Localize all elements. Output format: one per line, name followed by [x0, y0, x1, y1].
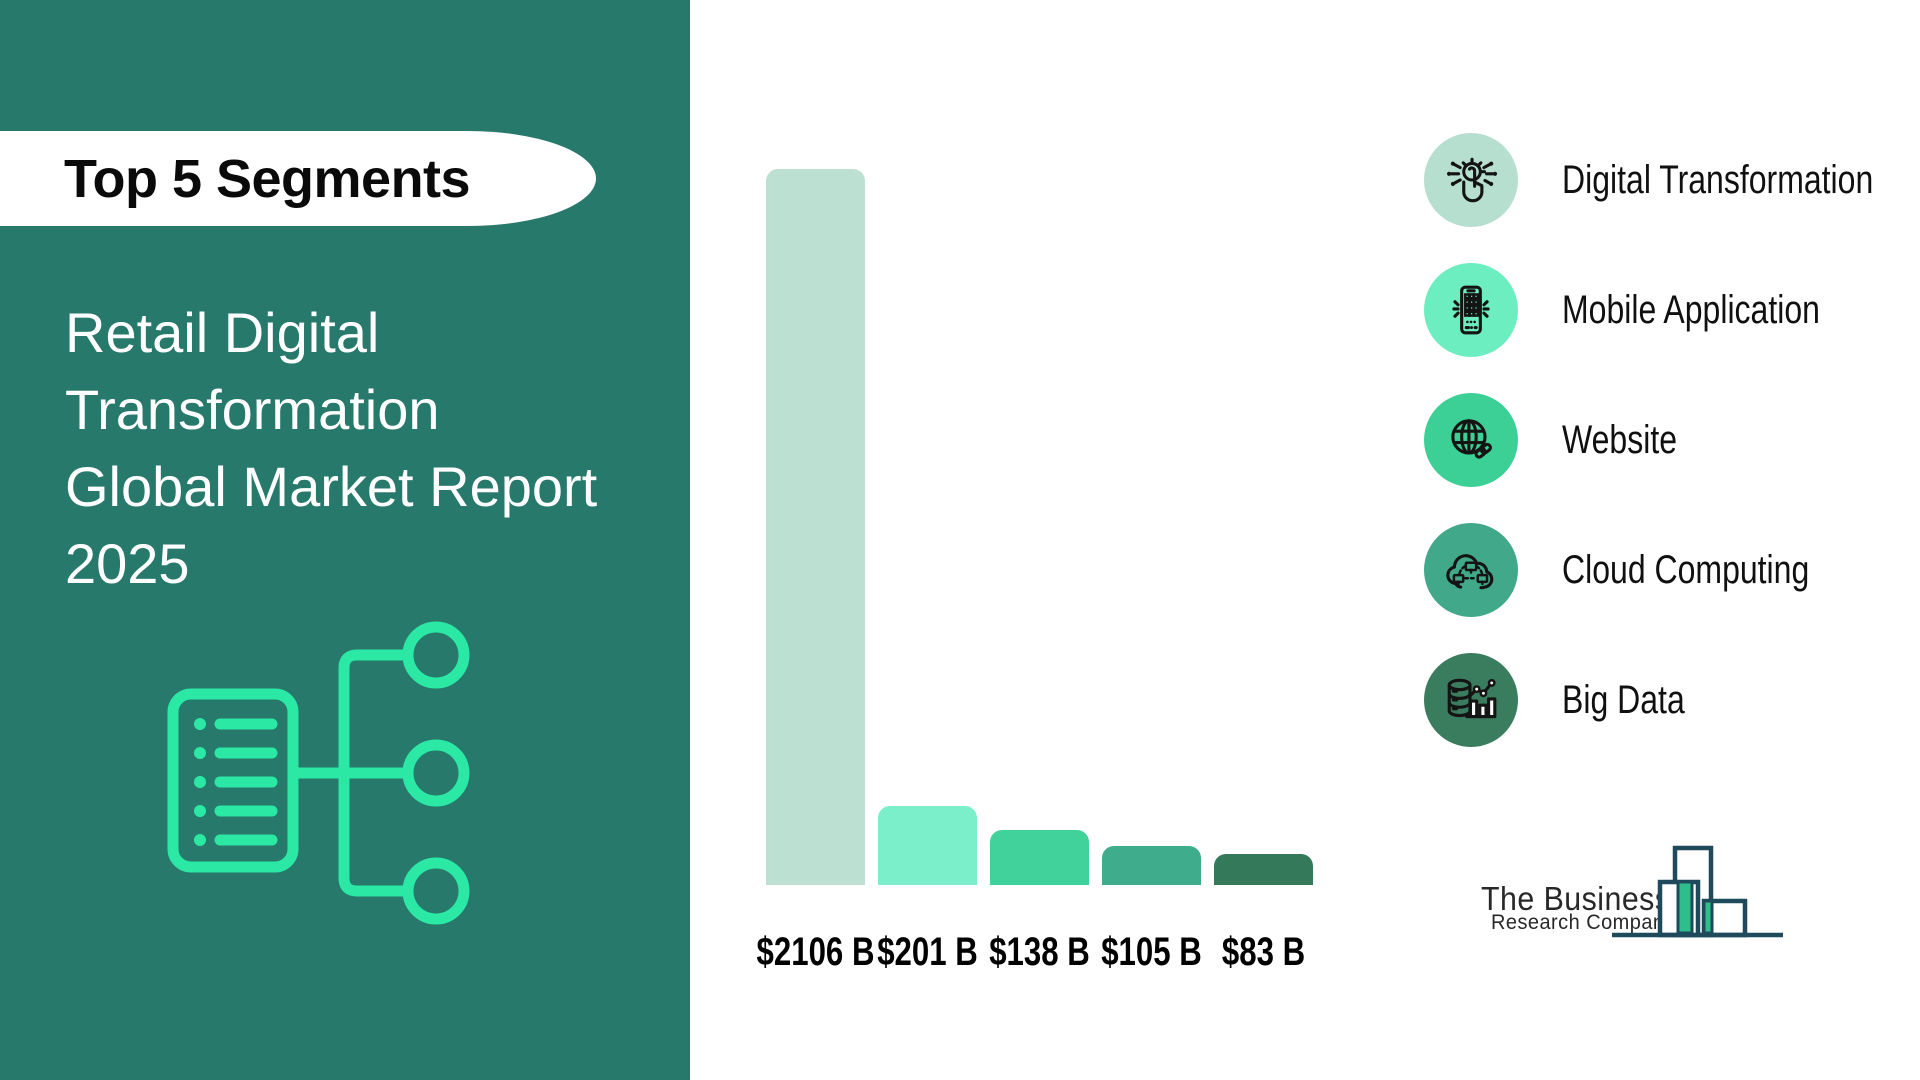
legend-circle	[1424, 263, 1518, 357]
legend-item-digital-transformation: Digital Transformation	[1424, 133, 1920, 227]
legend-item-big-data: Big Data	[1424, 653, 1715, 747]
digital-transformation-icon	[1446, 157, 1498, 203]
brand-skyline-icon	[1612, 845, 1783, 938]
bar-value-label: $138 B	[989, 930, 1090, 974]
badge-label: Top 5 Segments	[64, 148, 471, 209]
bar-website	[990, 830, 1089, 885]
bar-value-label: $201 B	[877, 930, 978, 974]
bar-value-label: $83 B	[1221, 930, 1306, 974]
sidebar-panel: Top 5 Segments Retail Digital Transforma…	[0, 0, 690, 1080]
brand-subname: Research Company	[1491, 911, 1675, 934]
report-title-line: Global Market Report	[65, 455, 598, 518]
report-title-line: Transformation	[65, 378, 440, 441]
legend-circle	[1424, 523, 1518, 617]
legend-item-website: Website	[1424, 393, 1706, 487]
big-data-icon	[1447, 678, 1497, 719]
report-title: Retail Digital Transformation Global Mar…	[65, 294, 665, 602]
cloud-computing-icon	[1446, 554, 1494, 590]
top-segments-badge: Top 5 Segments	[0, 131, 596, 226]
bar-value-label: $2106 B	[756, 930, 875, 974]
legend-circle	[1424, 393, 1518, 487]
report-title-line: Retail Digital	[65, 301, 380, 364]
legend-label: Cloud Computing	[1562, 547, 1810, 592]
legend-circle	[1424, 133, 1518, 227]
website-icon	[1451, 419, 1492, 459]
bar-big-data	[1214, 854, 1313, 885]
mobile-application-icon	[1452, 285, 1490, 335]
bar-mobile-application	[878, 806, 977, 885]
legend-label: Mobile Application	[1562, 287, 1820, 332]
report-title-line: 2025	[65, 532, 190, 595]
bar-cloud-computing	[1102, 846, 1201, 885]
bar-digital-transformation	[766, 169, 865, 885]
document-tree-icon	[167, 621, 470, 925]
legend-item-mobile-application: Mobile Application	[1424, 263, 1884, 357]
legend-label: Website	[1562, 417, 1678, 462]
legend-label: Big Data	[1562, 677, 1685, 722]
brand-name: The Business	[1481, 880, 1671, 917]
legend-label: Digital Transformation	[1562, 157, 1874, 202]
bar-value-label: $105 B	[1101, 930, 1202, 974]
legend-circle	[1424, 653, 1518, 747]
legend-item-cloud-computing: Cloud Computing	[1424, 523, 1871, 617]
